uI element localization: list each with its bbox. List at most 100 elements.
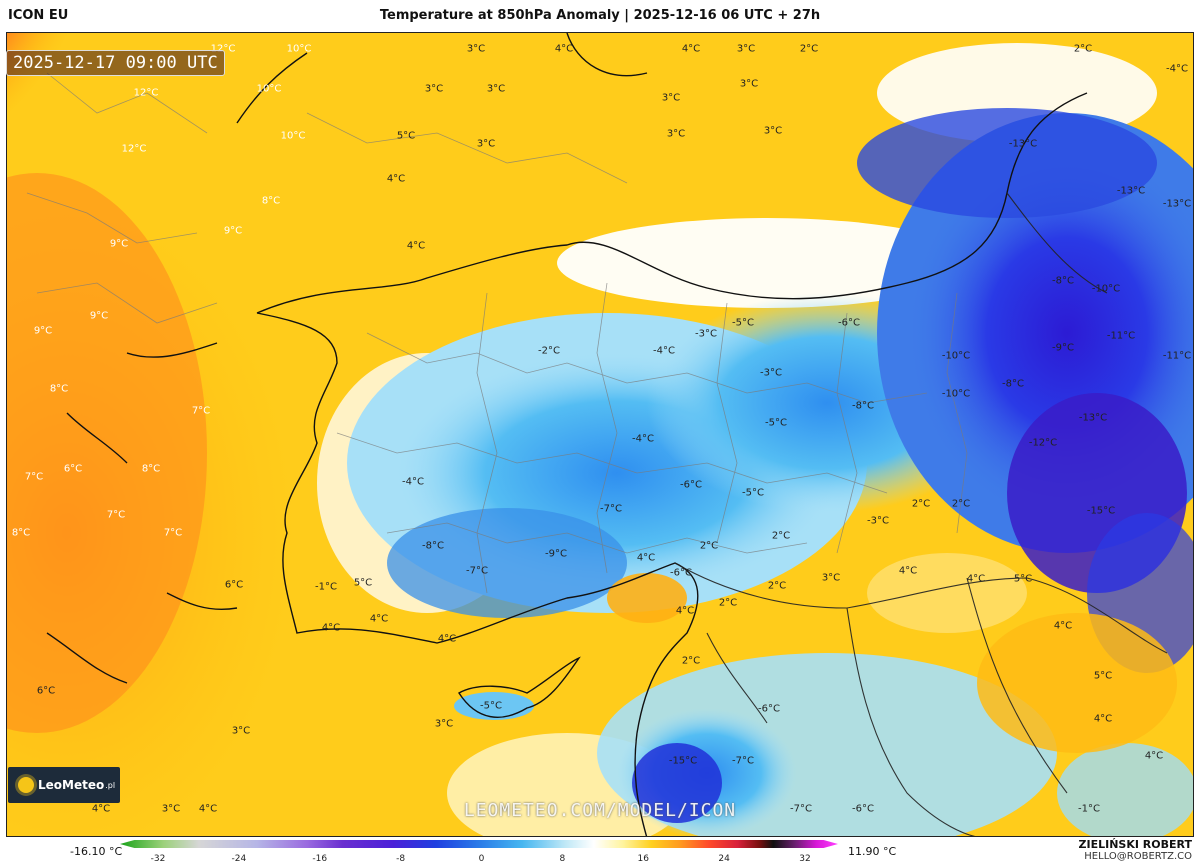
temperature-label: 8°C — [141, 463, 161, 475]
temperature-label: 4°C — [386, 173, 406, 185]
temperature-label: -7°C — [600, 503, 622, 515]
temperature-label: 4°C — [369, 613, 389, 625]
temperature-label: 8°C — [261, 195, 281, 207]
colorbar — [120, 840, 838, 848]
temperature-label: -11°C — [1106, 330, 1136, 342]
temperature-label: 4°C — [636, 552, 656, 564]
temperature-label: 12°C — [210, 43, 236, 55]
colorbar-tick: 24 — [718, 854, 730, 864]
temperature-label: 7°C — [106, 509, 126, 521]
map-title: Temperature at 850hPa Anomaly | 2025-12-… — [379, 8, 821, 23]
colorbar-tick: 8 — [559, 854, 566, 864]
temperature-label: -12°C — [1028, 437, 1058, 449]
temperature-label: -9°C — [1052, 342, 1074, 354]
colorbar-max: 11.90 °C — [848, 845, 897, 858]
temperature-label: -10°C — [941, 350, 971, 362]
temperature-label: -2°C — [538, 345, 560, 357]
colorbar-tick: 0 — [478, 854, 485, 864]
temperature-label: -13°C — [1162, 198, 1192, 210]
logo-suffix: .pl — [105, 780, 116, 790]
temperature-label: 3°C — [476, 138, 496, 150]
temperature-label: -3°C — [760, 367, 782, 379]
author-email[interactable]: HELLO@ROBERTZ.CO — [1084, 851, 1192, 862]
temperature-label: -5°C — [480, 700, 502, 712]
temperature-label: 3°C — [486, 83, 506, 95]
temperature-label: 4°C — [321, 622, 341, 634]
temperature-label: -1°C — [315, 581, 337, 593]
temperature-label: 9°C — [223, 225, 243, 237]
anomaly-map[interactable]: 12°C 10°C 12°C 10°C 10°C 12°C 8°C 9°C 9°C 9°C 9°C 8… — [6, 32, 1194, 837]
colorbar-tick: -24 — [231, 854, 247, 864]
temperature-label: 2°C — [718, 597, 738, 609]
temperature-label: -8°C — [852, 400, 874, 412]
temperature-label: 3°C — [466, 43, 486, 55]
watermark: LEOMETEO.COM/MODEL/ICON — [463, 800, 737, 821]
temperature-label: 6°C — [63, 463, 83, 475]
temperature-label: -5°C — [732, 317, 754, 329]
author-credit: ZIELIŃSKI ROBERT HELLO@ROBERTZ.CO — [1079, 838, 1192, 862]
colorbar-tick: -16 — [312, 854, 328, 864]
temperature-label: -7°C — [732, 755, 754, 767]
temperature-label: 7°C — [163, 527, 183, 539]
temperature-label: -4°C — [402, 476, 424, 488]
colorbar-tick: -32 — [150, 854, 166, 864]
leometeo-logo[interactable]: LeoMeteo .pl — [8, 767, 120, 803]
temperature-label: -10°C — [1091, 283, 1121, 295]
temperature-label: 4°C — [91, 803, 111, 815]
temperature-label: 3°C — [763, 125, 783, 137]
temperature-label: 4°C — [966, 573, 986, 585]
temperature-label: 3°C — [434, 718, 454, 730]
temperature-label: -6°C — [680, 479, 702, 491]
temperature-label: 9°C — [33, 325, 53, 337]
temperature-label: 10°C — [256, 83, 282, 95]
temperature-label: 4°C — [898, 565, 918, 577]
temperature-label: -7°C — [790, 803, 812, 815]
temperature-label: 5°C — [353, 577, 373, 589]
temperature-label: 4°C — [406, 240, 426, 252]
temperature-label: 2°C — [951, 498, 971, 510]
temperature-label: -3°C — [867, 515, 889, 527]
temperature-label: 3°C — [821, 572, 841, 584]
temperature-label: 3°C — [231, 725, 251, 737]
temperature-label: 3°C — [424, 83, 444, 95]
colorbar-min: -16.10 °C — [70, 845, 123, 858]
header-bar: ICON EU Temperature at 850hPa Anomaly | … — [0, 0, 1200, 32]
temperature-label: 2°C — [771, 530, 791, 542]
temperature-label: 10°C — [286, 43, 312, 55]
temperature-label: -13°C — [1078, 412, 1108, 424]
temperature-label: -6°C — [838, 317, 860, 329]
temperature-label: 3°C — [661, 92, 681, 104]
temperature-label: 9°C — [89, 310, 109, 322]
map-field — [7, 33, 1193, 836]
colorbar-tick: 16 — [637, 854, 649, 864]
temperature-label: 3°C — [161, 803, 181, 815]
temperature-label: 5°C — [1093, 670, 1113, 682]
temperature-label: -8°C — [1002, 378, 1024, 390]
temperature-label: -1°C — [1078, 803, 1100, 815]
temperature-label: 4°C — [1053, 620, 1073, 632]
temperature-label: 4°C — [675, 605, 695, 617]
temperature-label: 2°C — [681, 655, 701, 667]
temperature-label: 7°C — [191, 405, 211, 417]
temperature-label: -8°C — [422, 540, 444, 552]
temperature-label: -3°C — [695, 328, 717, 340]
temperature-label: 2°C — [767, 580, 787, 592]
sun-icon — [18, 777, 34, 793]
temperature-label: -6°C — [852, 803, 874, 815]
temperature-label: -15°C — [1086, 505, 1116, 517]
temperature-label: 6°C — [224, 579, 244, 591]
temperature-label: -5°C — [742, 487, 764, 499]
temperature-label: 3°C — [666, 128, 686, 140]
temperature-label: -6°C — [670, 567, 692, 579]
logo-text: LeoMeteo — [38, 778, 105, 792]
temperature-label: -11°C — [1162, 350, 1192, 362]
temperature-label: -7°C — [466, 565, 488, 577]
temperature-label: -13°C — [1116, 185, 1146, 197]
author-name: ZIELIŃSKI ROBERT — [1078, 838, 1192, 851]
temperature-label: -15°C — [668, 755, 698, 767]
temperature-label: 4°C — [198, 803, 218, 815]
temperature-label: -9°C — [545, 548, 567, 560]
valid-time-badge: 2025-12-17 09:00 UTC — [6, 50, 225, 76]
temperature-label: 8°C — [11, 527, 31, 539]
temperature-label: -4°C — [653, 345, 675, 357]
